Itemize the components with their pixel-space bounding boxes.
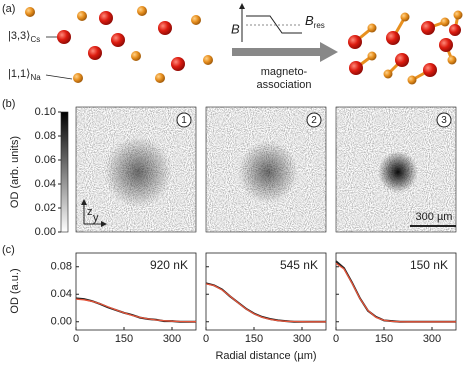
x-tick-label: 300 (293, 333, 311, 345)
panel-label: (c) (2, 244, 15, 256)
image-number: 3 (441, 115, 447, 126)
bres: Bres (305, 13, 325, 30)
colorbar-tick-label: 0.00 (35, 226, 56, 238)
axis-y: y (93, 212, 99, 224)
plot-frame (335, 252, 457, 331)
atom-cloud (378, 151, 418, 193)
colorbar-tick-label: 0.08 (35, 130, 56, 142)
image-frame (205, 106, 327, 233)
x-tick-label: 0 (73, 333, 79, 345)
temperature-label: 545 nK (280, 258, 318, 272)
panel-label: (b) (2, 98, 15, 110)
arrow-label: magneto- (261, 66, 308, 78)
colorbar-tick-label: 0.04 (35, 178, 56, 190)
molecules (348, 10, 463, 85)
na-sub: Na (30, 73, 41, 82)
plot-frame (75, 252, 197, 331)
bres-sub: res (314, 21, 325, 30)
image-frame (335, 106, 457, 233)
b-axis: B (231, 21, 240, 36)
image-number-circle (176, 112, 192, 128)
y-tick-label: 0.00 (51, 316, 72, 328)
atom-cloud (238, 140, 298, 204)
temperature-label: 150 nK (410, 258, 448, 272)
axis-z: z (87, 206, 93, 218)
colorbar-tick-label: 0.02 (35, 202, 56, 214)
x-tick-label: 150 (375, 333, 393, 345)
colorbar-tick-label: 0.10 (35, 106, 56, 118)
y-tick-label: 0.04 (51, 288, 72, 300)
bres-b: B (305, 13, 314, 28)
data-line (335, 262, 456, 323)
x-tick-label: 0 (203, 333, 209, 345)
na-state: |1,1⟩Na (8, 68, 41, 82)
y-axis-label: OD (a.u.) (9, 268, 21, 313)
na-ket: |1,1⟩ (8, 68, 30, 80)
temperature-label: 920 nK (150, 258, 188, 272)
cs-ket: |3,3⟩ (8, 30, 30, 42)
x-tick-label: 150 (245, 333, 263, 345)
scale-bar-label: 300 µm (416, 211, 453, 223)
x-tick-label: 150 (115, 333, 133, 345)
cs-state: |3,3⟩Cs (8, 30, 40, 44)
cs-sub: Cs (30, 35, 40, 44)
arrow-label: association (256, 79, 311, 91)
plot-frame (205, 252, 327, 331)
colorbar-tick-label: 0.06 (35, 154, 56, 166)
atoms (25, 6, 213, 83)
atom-cloud (104, 136, 172, 208)
image-frame (75, 106, 197, 233)
x-tick-label: 300 (423, 333, 441, 345)
field-ramp (232, 3, 338, 62)
x-axis-label: Radial distance (µm) (215, 350, 316, 362)
image-number-circle (306, 112, 322, 128)
x-tick-label: 0 (333, 333, 339, 345)
image-number-circle (436, 112, 452, 128)
colorbar-label: OD (arb. units) (9, 136, 21, 208)
data-line (75, 298, 197, 323)
data-line (205, 283, 326, 323)
colorbar (60, 111, 69, 233)
y-tick-label: 0.08 (51, 261, 72, 273)
image-number: 1 (181, 115, 187, 126)
image-number: 2 (311, 115, 317, 126)
x-tick-label: 300 (163, 333, 181, 345)
data-line (205, 282, 326, 323)
panel-label: (a) (2, 3, 15, 15)
